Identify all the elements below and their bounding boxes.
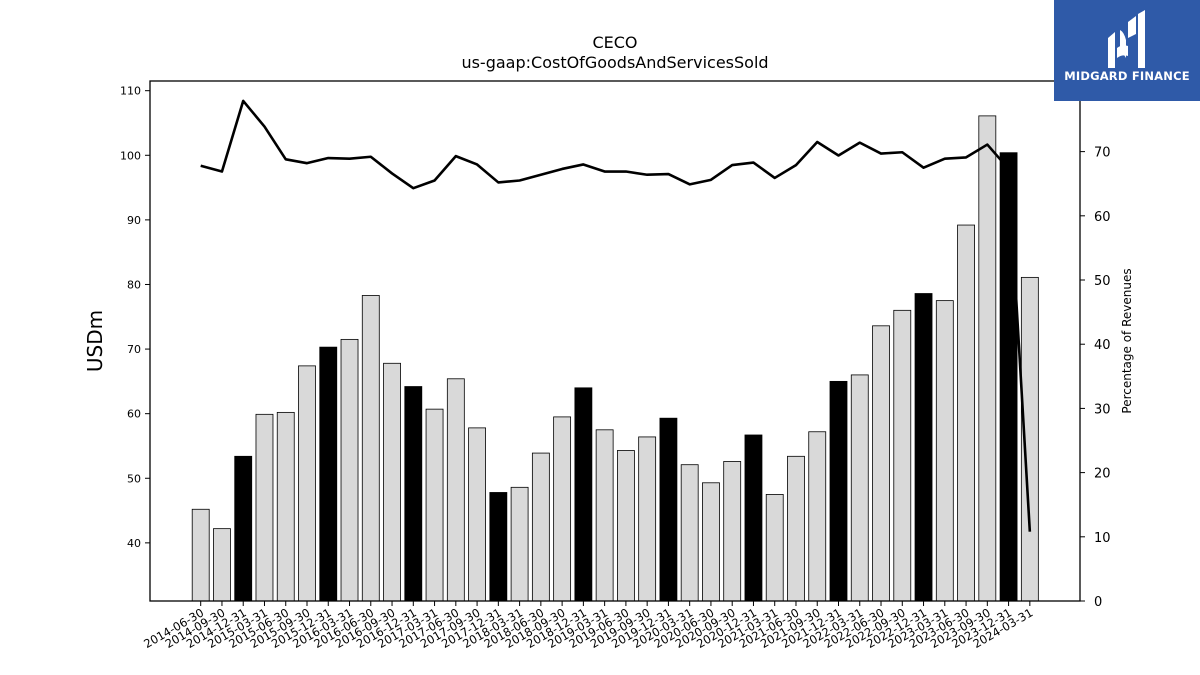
bar <box>446 378 465 602</box>
bar <box>574 387 593 602</box>
bar <box>255 413 274 602</box>
bar <box>319 346 338 602</box>
brand-mark-icon <box>1108 10 1145 68</box>
x-axis: 2014-06-302014-09-302014-12-312015-03-31… <box>141 601 1035 651</box>
y2-tick-label: 20 <box>1094 467 1111 482</box>
brand-logo: MIDGARD FINANCE <box>1054 0 1200 101</box>
bar <box>723 461 742 602</box>
plot-frame <box>149 80 1081 602</box>
bar <box>638 436 657 602</box>
bar <box>935 300 954 602</box>
y-tick-label: 80 <box>127 278 141 291</box>
bar <box>383 362 401 602</box>
chart-title: CECO <box>592 33 637 52</box>
bar <box>999 152 1018 602</box>
y-tick-label: 60 <box>127 408 141 421</box>
y2-tick-label: 10 <box>1094 531 1111 546</box>
y2-tick-label: 30 <box>1094 402 1111 417</box>
bar <box>468 427 486 602</box>
y-tick-label: 110 <box>120 85 141 98</box>
bar <box>234 455 253 602</box>
bar <box>765 494 784 602</box>
y-tick-label: 40 <box>127 537 141 550</box>
bar <box>425 408 444 602</box>
brand-name: MIDGARD FINANCE <box>1064 69 1190 83</box>
y2-tick-label: 60 <box>1094 210 1111 225</box>
bar <box>850 374 869 602</box>
y2-tick-label: 70 <box>1094 146 1111 161</box>
bar <box>744 434 763 602</box>
bar <box>680 464 699 602</box>
bar <box>808 431 827 602</box>
bar <box>957 224 975 602</box>
bar <box>213 528 231 602</box>
bar <box>531 452 550 602</box>
bar <box>893 309 912 602</box>
revenue-percentage-line <box>200 99 1032 532</box>
y2-axis-label: Percentage of Revenues <box>1120 268 1134 413</box>
bar <box>404 386 423 602</box>
bar <box>489 492 508 602</box>
bar <box>340 338 359 602</box>
bar <box>617 450 635 602</box>
bar <box>914 293 933 602</box>
bar <box>978 115 997 602</box>
bar <box>276 411 295 602</box>
bar <box>787 455 805 602</box>
bar <box>553 416 572 602</box>
y-tick-label: 70 <box>127 343 141 356</box>
bar <box>510 486 529 602</box>
bar <box>191 508 210 602</box>
y-tick-label: 50 <box>127 472 141 485</box>
chart-subtitle: us-gaap:CostOfGoodsAndServicesSold <box>461 53 768 72</box>
bar-series <box>191 115 1039 602</box>
y2-tick-label: 50 <box>1094 274 1111 289</box>
line-series <box>200 99 1032 532</box>
y-axis-left: 40 50 60 70 80 90 100 110 <box>120 85 150 550</box>
bar <box>595 429 614 602</box>
bar <box>872 325 890 602</box>
y-axis-label: USDm <box>83 310 107 372</box>
y-tick-label: 100 <box>120 149 141 162</box>
bar <box>298 365 316 602</box>
bar <box>659 417 678 602</box>
y2-tick-label: 0 <box>1094 595 1102 610</box>
bar <box>361 295 380 602</box>
y2-tick-label: 40 <box>1094 338 1111 353</box>
bar <box>702 482 720 602</box>
y-axis-right: 0 10 20 30 40 50 60 70 <box>1080 146 1111 610</box>
y-tick-label: 90 <box>127 214 141 227</box>
bar <box>829 380 848 602</box>
